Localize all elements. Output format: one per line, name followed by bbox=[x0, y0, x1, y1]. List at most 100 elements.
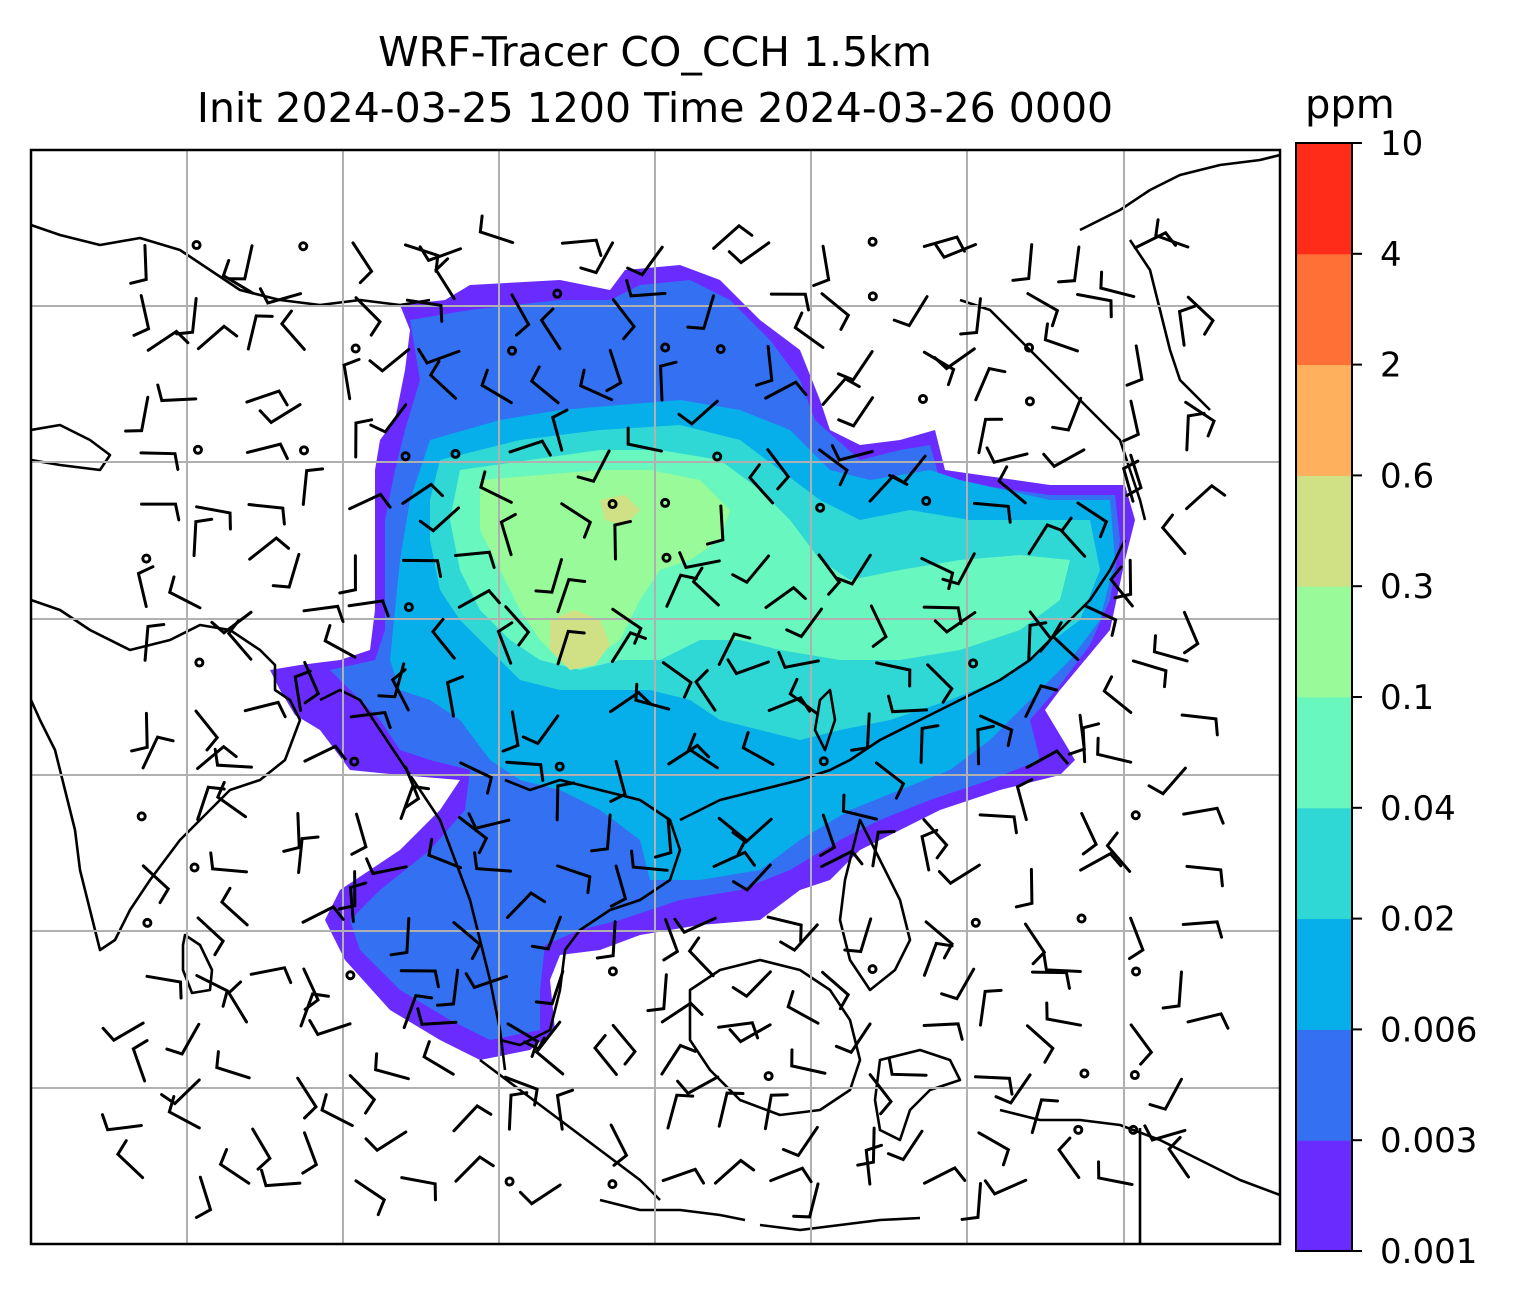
wind-barb bbox=[666, 1093, 695, 1130]
wind-barb bbox=[874, 761, 906, 800]
wind-barb bbox=[1148, 1077, 1183, 1111]
wind-barb bbox=[115, 1139, 145, 1180]
coast-arabian-sea-north bbox=[31, 423, 112, 472]
wind-barb bbox=[445, 675, 464, 718]
wind-barb bbox=[1131, 659, 1168, 689]
wind-barb bbox=[348, 1074, 377, 1115]
calm-wind-marker bbox=[607, 499, 618, 510]
wind-barb bbox=[1081, 722, 1101, 764]
wind-barb bbox=[364, 1130, 408, 1153]
wind-barb bbox=[1015, 778, 1034, 822]
wind-barb bbox=[868, 474, 909, 503]
wind-barb bbox=[1127, 916, 1145, 961]
wind-barb bbox=[609, 690, 652, 714]
wind-barb bbox=[933, 347, 976, 371]
wind-barb bbox=[660, 1001, 704, 1024]
wind-barb bbox=[1186, 295, 1215, 336]
wind-barb bbox=[400, 1176, 437, 1202]
wind-barb bbox=[959, 297, 982, 336]
wind-barb bbox=[210, 610, 253, 635]
map-frame bbox=[29, 148, 1282, 1246]
colorbar-tick-label: 0.3 bbox=[1380, 567, 1434, 607]
wind-barb bbox=[630, 849, 669, 872]
colorbar-segment bbox=[1296, 697, 1352, 809]
coast-borneo bbox=[688, 958, 862, 1117]
wind-barb bbox=[979, 714, 1014, 748]
wind-barb bbox=[755, 344, 774, 387]
wind-barb bbox=[578, 368, 614, 402]
wind-barb bbox=[130, 711, 149, 753]
coastlines bbox=[31, 153, 1280, 1244]
wind-barb bbox=[713, 1158, 756, 1185]
wind-barb bbox=[661, 1167, 706, 1185]
calm-wind-marker bbox=[350, 343, 361, 354]
colorbar-segment bbox=[1296, 143, 1352, 255]
wind-barb bbox=[976, 724, 995, 766]
tracer-contour-level-7 bbox=[550, 610, 610, 670]
calm-wind-marker bbox=[192, 444, 203, 455]
wind-barb bbox=[1076, 501, 1109, 539]
wind-barb bbox=[342, 357, 361, 401]
wind-barb bbox=[694, 669, 717, 712]
wind-barb bbox=[1050, 621, 1080, 662]
wind-barb bbox=[1180, 713, 1219, 737]
wind-barb bbox=[499, 512, 517, 557]
wind-barb bbox=[850, 712, 871, 752]
calm-wind-marker bbox=[715, 344, 726, 355]
wind-barb bbox=[687, 936, 715, 978]
colorbar-segment bbox=[1296, 364, 1352, 476]
wind-barb bbox=[452, 1104, 493, 1133]
wind-barb bbox=[132, 294, 151, 337]
wind-barb bbox=[1028, 610, 1053, 653]
colorbar-unit-label: ppm bbox=[1305, 82, 1395, 128]
wind-barb bbox=[282, 812, 301, 853]
calm-wind-marker bbox=[1079, 1068, 1090, 1079]
wind-barb bbox=[422, 1040, 455, 1076]
wind-barb bbox=[434, 257, 456, 301]
wind-barb bbox=[428, 359, 458, 400]
colorbar-tick-label: 2 bbox=[1380, 346, 1402, 386]
wind-barb bbox=[660, 1043, 697, 1076]
wind-barb bbox=[417, 347, 461, 365]
calm-wind-marker bbox=[867, 291, 878, 302]
calm-wind-marker bbox=[349, 756, 360, 767]
wind-barb bbox=[977, 417, 1004, 455]
wind-barb bbox=[245, 389, 289, 407]
coast-india bbox=[31, 598, 302, 952]
wind-barb bbox=[192, 517, 214, 558]
wind-barb bbox=[1182, 610, 1200, 655]
wind-barb bbox=[354, 296, 382, 337]
wind-barb bbox=[141, 735, 175, 770]
wind-barb bbox=[301, 904, 345, 924]
wind-barb bbox=[534, 1036, 565, 1076]
wind-barb bbox=[590, 813, 612, 853]
wind-barb bbox=[595, 920, 617, 960]
wind-barb bbox=[539, 307, 562, 351]
wind-barb bbox=[887, 694, 929, 714]
wind-barb bbox=[625, 279, 667, 298]
wind-barb bbox=[856, 1126, 876, 1167]
wind-barb bbox=[731, 554, 771, 585]
wind-barb bbox=[609, 864, 628, 908]
wind-barb bbox=[712, 223, 754, 250]
wind-barb bbox=[503, 1075, 539, 1107]
coast-taiwan bbox=[813, 688, 837, 752]
wind-barb bbox=[1042, 952, 1082, 973]
wind-barb bbox=[555, 781, 576, 822]
colorbar-tick-label: 0.1 bbox=[1380, 678, 1434, 718]
wind-barb bbox=[338, 554, 357, 595]
wind-barb bbox=[687, 732, 719, 770]
calm-wind-marker bbox=[917, 393, 928, 404]
wind-barb bbox=[1143, 1124, 1187, 1142]
wind-barb bbox=[140, 502, 181, 522]
wind-barb bbox=[843, 917, 873, 954]
calm-wind-marker bbox=[921, 496, 932, 507]
wind-barb bbox=[143, 623, 166, 662]
calm-wind-marker bbox=[815, 502, 826, 513]
wind-barb bbox=[1057, 1136, 1081, 1180]
wind-barb bbox=[390, 668, 410, 712]
calm-wind-marker bbox=[450, 448, 461, 459]
wind-barb bbox=[160, 1078, 201, 1106]
wind-barb bbox=[922, 818, 949, 860]
calm-wind-marker bbox=[607, 1179, 618, 1190]
